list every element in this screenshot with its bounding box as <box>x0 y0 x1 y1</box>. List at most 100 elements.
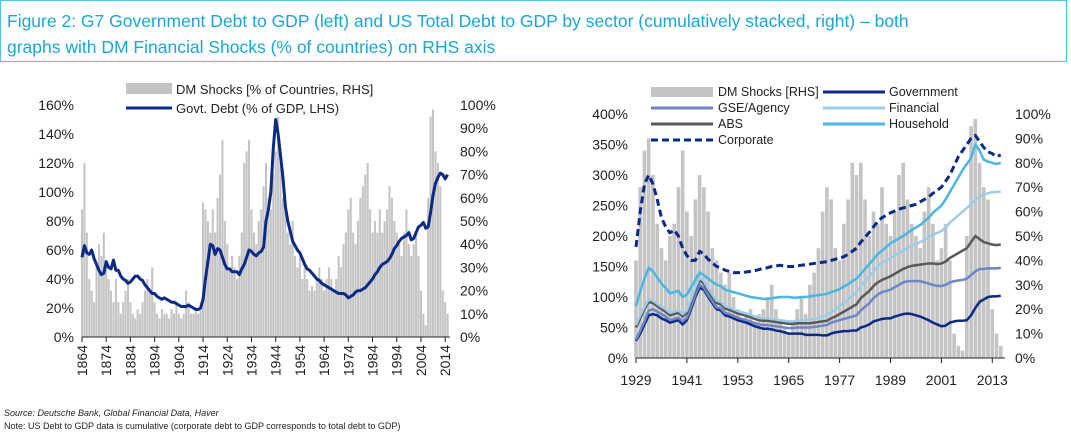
shock-bar <box>347 209 350 337</box>
y-right-tick-label: 90% <box>460 120 488 136</box>
shock-bar <box>897 175 901 358</box>
shock-bar <box>390 197 393 337</box>
shock-bar <box>412 244 415 337</box>
shock-bar <box>757 314 761 358</box>
shock-bar <box>141 302 144 337</box>
shock-bar <box>284 209 287 337</box>
shock-bar <box>102 232 105 337</box>
shock-bar <box>352 232 355 337</box>
shock-bar <box>289 244 292 337</box>
legend-label-financial: Financial <box>889 101 939 115</box>
shock-bar <box>165 313 168 337</box>
legend-label-household: Household <box>889 117 949 131</box>
shock-bar <box>170 309 173 337</box>
shock-bar <box>122 302 125 337</box>
shock-bar <box>168 318 171 337</box>
shock-bar <box>85 232 88 337</box>
shock-bar <box>228 267 231 337</box>
shock-bar <box>105 267 108 337</box>
shock-bar <box>901 162 906 358</box>
shock-bar <box>680 150 685 358</box>
shock-bar <box>782 328 787 358</box>
y-left-tick-label: 0% <box>54 329 74 345</box>
series-line-household <box>634 143 1002 307</box>
x-tick-label: 1884 <box>122 345 138 376</box>
shock-bar <box>381 232 384 337</box>
shock-bar <box>706 211 710 358</box>
x-tick-label: 1944 <box>268 345 284 376</box>
shock-bar <box>816 248 821 358</box>
y-left-tick-label: 150% <box>592 259 628 275</box>
shock-bar <box>233 267 236 337</box>
shock-bar <box>335 279 338 337</box>
shock-bar <box>95 267 98 337</box>
y-right-tick-label: 80% <box>460 143 488 159</box>
shock-bar <box>697 175 702 358</box>
shock-bar <box>405 209 408 337</box>
shock-bar <box>410 255 413 337</box>
shock-bar <box>918 248 922 358</box>
shock-bar <box>119 313 122 337</box>
shock-bar <box>846 199 850 358</box>
x-tick-label: 2004 <box>413 345 429 376</box>
shock-bar <box>407 244 410 337</box>
shock-bar <box>986 199 990 358</box>
shock-bar <box>189 313 192 337</box>
shock-bar <box>998 345 1003 358</box>
shock-bar <box>863 199 867 358</box>
x-tick-label: 1989 <box>875 372 906 388</box>
y-right-tick-label: 100% <box>1015 106 1051 122</box>
y-left-tick-label: 350% <box>592 137 628 153</box>
shock-bar <box>267 197 270 337</box>
shock-bar <box>281 197 284 337</box>
shock-bar <box>269 209 272 337</box>
shock-bar <box>638 187 643 358</box>
shock-bar <box>842 223 846 358</box>
shock-bar <box>308 290 311 337</box>
shock-bar <box>748 309 753 358</box>
shock-bar <box>960 350 965 358</box>
shock-bar <box>719 272 723 358</box>
y-left-tick-label: 60% <box>46 242 74 258</box>
shock-bar <box>100 255 103 337</box>
shock-bar <box>931 223 935 358</box>
shock-bar <box>131 313 134 337</box>
shock-bar <box>156 313 159 337</box>
shock-bar <box>994 333 999 358</box>
legend-swatch-shocks <box>651 87 713 97</box>
y-left-tick-label: 0% <box>608 350 628 366</box>
shock-bar <box>892 211 897 358</box>
shock-bar <box>223 221 226 337</box>
shock-bar <box>402 232 406 337</box>
y-right-tick-label: 40% <box>1015 252 1043 268</box>
shock-bar <box>373 221 376 337</box>
shock-bar <box>948 260 952 358</box>
y-left-tick-label: 40% <box>46 271 74 287</box>
legend-label-shocks: DM Shocks [RHS] <box>718 85 819 99</box>
y-right-tick-label: 50% <box>1015 228 1043 244</box>
shock-bar <box>218 174 222 337</box>
shock-bar <box>153 302 156 337</box>
shock-bar <box>301 279 304 337</box>
x-tick-label: 1924 <box>219 345 235 376</box>
shock-bar <box>202 202 205 337</box>
shock-bar <box>434 151 437 337</box>
shock-bar <box>422 313 425 337</box>
shock-bar <box>194 309 197 337</box>
shock-bar <box>323 290 326 337</box>
legend-label-government: Government <box>889 85 958 99</box>
shock-bar <box>427 197 430 337</box>
shock-bar <box>702 187 706 358</box>
shock-bar <box>260 209 263 337</box>
shock-bar <box>361 186 364 337</box>
shock-bar <box>342 244 345 337</box>
shock-bar <box>185 290 188 337</box>
shock-bar <box>943 223 948 358</box>
x-tick-label: 1994 <box>389 345 405 376</box>
shock-bar <box>318 267 321 337</box>
shock-bar <box>248 139 251 337</box>
shock-bar <box>315 279 318 337</box>
y-left-tick-label: 80% <box>46 213 74 229</box>
figure-title-line2: graphs with DM Financial Shocks (% of co… <box>7 37 496 57</box>
shock-bar <box>177 313 180 337</box>
